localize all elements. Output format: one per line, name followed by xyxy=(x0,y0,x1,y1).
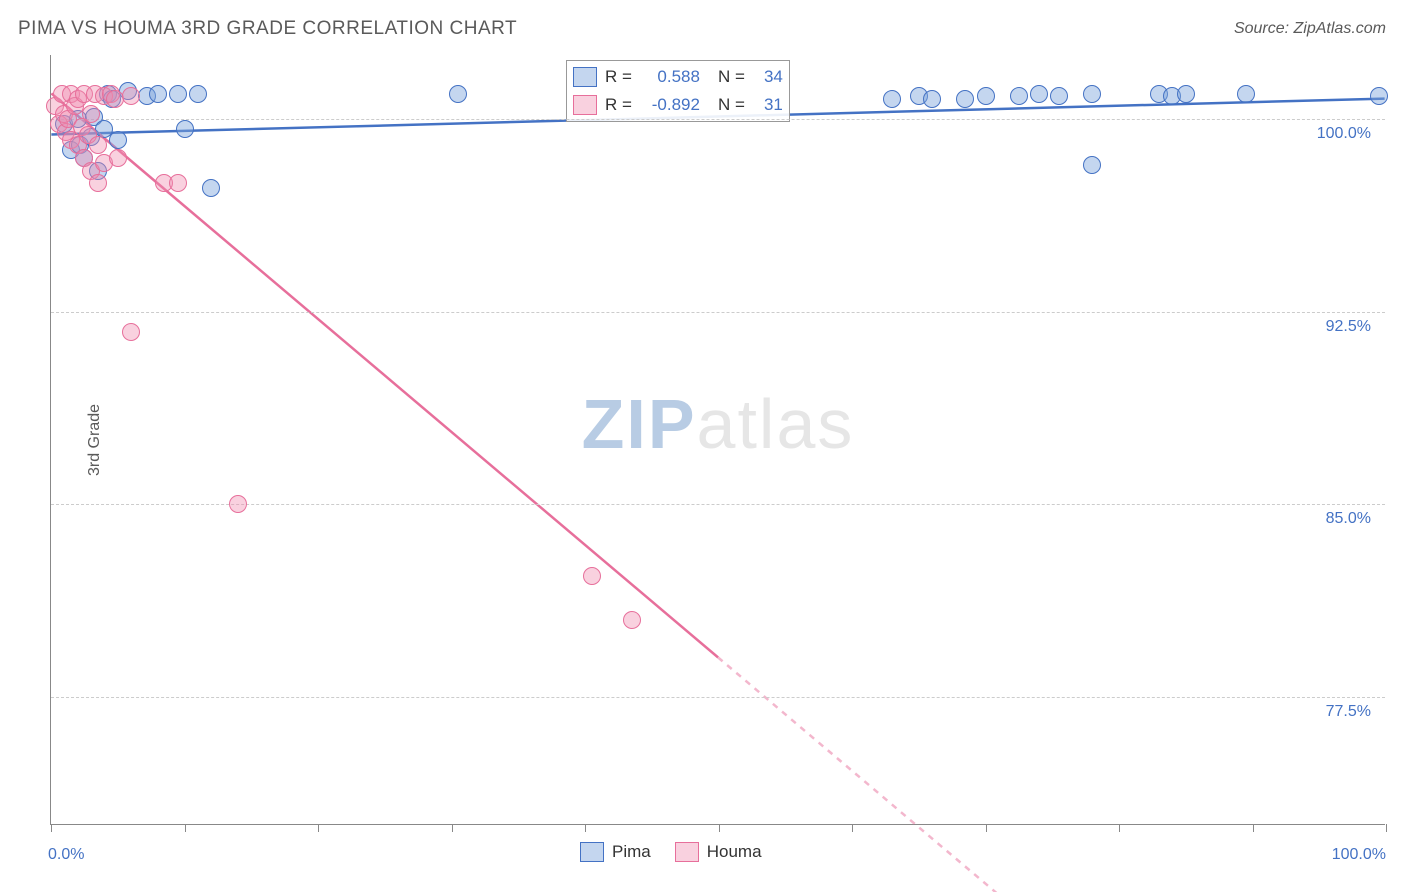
legend-swatch xyxy=(573,67,597,87)
legend-swatch xyxy=(580,842,604,862)
stats-row: R = 0.588 N = 34 xyxy=(573,63,783,91)
r-label: R = xyxy=(605,63,632,91)
data-point xyxy=(1050,87,1068,105)
series-legend: Pima Houma xyxy=(580,842,762,862)
data-point xyxy=(1237,85,1255,103)
trend-lines xyxy=(51,55,1385,824)
r-value: 0.588 xyxy=(640,63,700,91)
legend-item: Pima xyxy=(580,842,651,862)
data-point xyxy=(82,105,100,123)
x-tick xyxy=(318,824,319,832)
data-point xyxy=(1030,85,1048,103)
n-value: 34 xyxy=(753,63,783,91)
data-point xyxy=(149,85,167,103)
data-point xyxy=(169,174,187,192)
plot-area: ZIPatlas R =0.588N =34R =-0.892N =31 3rd… xyxy=(50,55,1385,825)
data-point xyxy=(583,567,601,585)
grid-line xyxy=(51,119,1385,120)
x-tick xyxy=(719,824,720,832)
data-point xyxy=(883,90,901,108)
data-point xyxy=(106,90,124,108)
data-point xyxy=(1010,87,1028,105)
data-point xyxy=(89,136,107,154)
grid-line xyxy=(51,312,1385,313)
data-point xyxy=(122,87,140,105)
data-point xyxy=(169,85,187,103)
y-tick-label: 85.0% xyxy=(1326,510,1371,528)
x-tick xyxy=(1386,824,1387,832)
data-point xyxy=(1083,156,1101,174)
data-point xyxy=(122,323,140,341)
y-tick-label: 100.0% xyxy=(1317,125,1371,143)
data-point xyxy=(956,90,974,108)
r-value: -0.892 xyxy=(640,91,700,119)
data-point xyxy=(923,90,941,108)
legend-label: Pima xyxy=(612,842,651,862)
x-tick xyxy=(852,824,853,832)
r-label: R = xyxy=(605,91,632,119)
n-label: N = xyxy=(718,91,745,119)
legend-item: Houma xyxy=(675,842,762,862)
data-point xyxy=(109,149,127,167)
data-point xyxy=(1177,85,1195,103)
data-point xyxy=(189,85,207,103)
stats-legend: R = 0.588 N = 34 R = -0.892 N = 31 xyxy=(566,60,790,122)
x-tick xyxy=(1253,824,1254,832)
x-min-label: 0.0% xyxy=(48,846,84,864)
data-point xyxy=(977,87,995,105)
data-point xyxy=(89,174,107,192)
data-point xyxy=(1370,87,1388,105)
legend-swatch xyxy=(675,842,699,862)
x-tick xyxy=(986,824,987,832)
y-tick-label: 77.5% xyxy=(1326,703,1371,721)
chart-container: PIMA VS HOUMA 3RD GRADE CORRELATION CHAR… xyxy=(0,0,1406,892)
chart-title: PIMA VS HOUMA 3RD GRADE CORRELATION CHAR… xyxy=(18,18,517,40)
n-label: N = xyxy=(718,63,745,91)
data-point xyxy=(176,120,194,138)
data-point xyxy=(1083,85,1101,103)
data-point xyxy=(109,131,127,149)
grid-line xyxy=(51,697,1385,698)
y-tick-label: 92.5% xyxy=(1326,318,1371,336)
data-point xyxy=(229,495,247,513)
x-tick xyxy=(185,824,186,832)
x-tick xyxy=(452,824,453,832)
x-tick xyxy=(1119,824,1120,832)
grid-line xyxy=(51,504,1385,505)
stats-row: R = -0.892 N = 31 xyxy=(573,91,783,119)
x-tick xyxy=(585,824,586,832)
legend-swatch xyxy=(573,95,597,115)
data-point xyxy=(202,179,220,197)
x-max-label: 100.0% xyxy=(1332,846,1386,864)
legend-label: Houma xyxy=(707,842,762,862)
data-point xyxy=(623,611,641,629)
y-axis-label: 3rd Grade xyxy=(86,403,104,475)
source-credit: Source: ZipAtlas.com xyxy=(1234,20,1386,38)
data-point xyxy=(449,85,467,103)
n-value: 31 xyxy=(753,91,783,119)
x-tick xyxy=(51,824,52,832)
